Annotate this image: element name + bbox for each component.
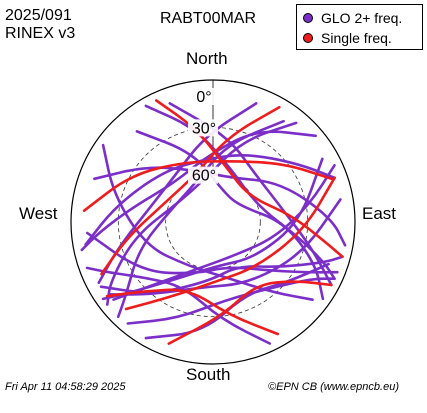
legend-label-single: Single freq. bbox=[321, 30, 392, 46]
elevation-label-0: 0° bbox=[196, 89, 211, 106]
single-track-1 bbox=[82, 160, 333, 212]
compass-east: East bbox=[362, 204, 397, 223]
glo-track-15 bbox=[112, 164, 336, 301]
glo-track-0 bbox=[135, 130, 325, 301]
elevation-label-bg-30 bbox=[188, 119, 218, 137]
legend-swatch-single bbox=[303, 33, 313, 43]
legend-label-glo: GLO 2+ freq. bbox=[321, 10, 403, 26]
chart-legend: GLO 2+ freq. Single freq. bbox=[296, 4, 423, 50]
compass-south: South bbox=[186, 365, 231, 384]
legend-item-single: Single freq. bbox=[303, 30, 392, 46]
single-track-3 bbox=[105, 288, 279, 336]
glo-track-13 bbox=[85, 266, 271, 345]
footer-credit: ©EPN CB (www.epncb.eu) bbox=[268, 381, 399, 393]
elevation-label-bg-0 bbox=[188, 88, 218, 105]
elevation-label-bg-60 bbox=[188, 166, 218, 184]
single-track-0 bbox=[155, 99, 344, 258]
elevation-label-30: 30° bbox=[192, 120, 216, 137]
single-track-4 bbox=[167, 280, 333, 345]
glo-track-14 bbox=[101, 143, 314, 301]
compass-west: West bbox=[19, 204, 58, 223]
footer-timestamp: Fri Apr 11 04:58:29 2025 bbox=[5, 381, 126, 393]
elevation-label-60: 60° bbox=[192, 168, 216, 185]
glo-track-9 bbox=[108, 198, 342, 296]
legend-swatch-glo bbox=[303, 13, 313, 23]
glo-track-16 bbox=[168, 102, 333, 287]
format-label: RINEX v3 bbox=[5, 25, 76, 42]
single-track-5 bbox=[124, 176, 336, 311]
compass-north: North bbox=[186, 49, 228, 68]
elevation-ring-60 bbox=[165, 174, 261, 270]
legend-item-glo: GLO 2+ freq. bbox=[303, 10, 402, 26]
station-title: RABT00MAR bbox=[160, 10, 257, 27]
glo-track-7 bbox=[86, 231, 339, 275]
glo-track-17 bbox=[97, 102, 258, 284]
date-label: 2025/091 bbox=[5, 7, 72, 24]
